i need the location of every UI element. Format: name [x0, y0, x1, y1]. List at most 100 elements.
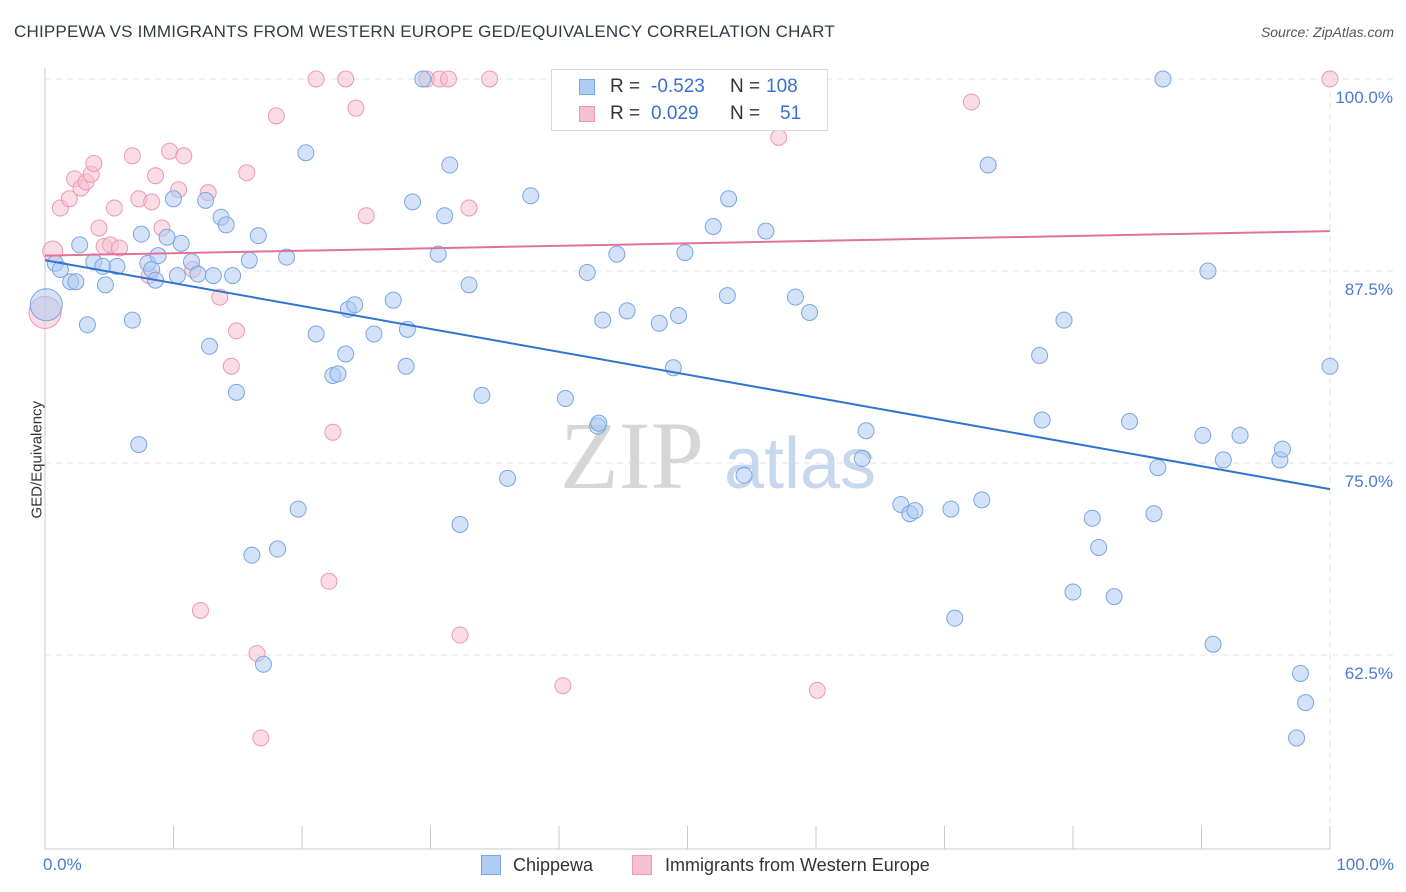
chippewa-point [365, 325, 383, 343]
legend: Chippewa Immigrants from Western Europe [0, 852, 1406, 878]
r-label: R = [610, 76, 641, 97]
chippewa-point [973, 491, 991, 509]
chippewa-point [404, 193, 422, 211]
chippewa-point [130, 436, 148, 454]
chippewa-point [676, 244, 694, 262]
y-tick-label: 62.5% [1345, 664, 1393, 683]
immigrants-point [123, 147, 141, 165]
chippewa-point [67, 273, 85, 291]
chippewa-point [307, 325, 325, 343]
axes [44, 68, 1331, 850]
immigrants-point [143, 193, 161, 211]
chippewa-point [650, 314, 668, 332]
chippewa-point [29, 288, 63, 322]
chippewa-point [1064, 583, 1082, 601]
legend-label: Immigrants from Western Europe [665, 855, 930, 875]
chippewa-point [149, 247, 167, 265]
x-tick-label-max: 100.0% [1336, 855, 1394, 874]
immigrants-point [357, 207, 375, 225]
immigrants-point [211, 288, 229, 306]
immigrants-point [554, 677, 572, 695]
chippewa-point [224, 267, 242, 285]
chippewa-point [1031, 346, 1049, 364]
immigrants-point [770, 128, 788, 146]
chippewa-point [499, 469, 517, 487]
immigrants-point [191, 601, 209, 619]
chippewa-point [217, 216, 235, 234]
chippewa-point [720, 190, 738, 208]
immigrants-trend-line [44, 230, 1331, 257]
immigrants-point [222, 357, 240, 375]
chippewa-point [608, 245, 626, 263]
chippewa-point [946, 609, 964, 627]
r-value: 0.029 [651, 103, 699, 124]
y-tick-label: 100.0% [1335, 88, 1393, 107]
chippewa-point [123, 311, 141, 329]
chippewa-point [329, 365, 347, 383]
chippewa-point [1321, 357, 1339, 375]
chippewa-point [735, 466, 753, 484]
data-points [28, 70, 1339, 747]
chippewa-point [1154, 70, 1172, 88]
chippewa-point [942, 500, 960, 518]
gridlines [45, 70, 1393, 849]
immigrants-point [105, 199, 123, 217]
stats-box: R = -0.523 N = 108 R = 0.029 N = 51 [551, 69, 828, 131]
y-tick-label: 87.5% [1345, 280, 1393, 299]
chippewa-point [297, 144, 315, 162]
chippewa-point [801, 303, 819, 321]
chippewa-point [451, 515, 469, 533]
chippewa-point [337, 345, 355, 363]
immigrants-point [175, 147, 193, 165]
chippewa-point [96, 276, 114, 294]
chippewa-point [1194, 426, 1212, 444]
immigrants-point [439, 70, 457, 88]
chippewa-point [906, 502, 924, 520]
chippewa-point [857, 422, 875, 440]
chippewa-point [71, 236, 89, 254]
chippewa-point [397, 357, 415, 375]
chippewa-point [346, 296, 364, 314]
chippewa-point [384, 291, 402, 309]
chippewa-point [590, 414, 608, 432]
chippewa-point [578, 264, 596, 282]
trend-lines [44, 230, 1331, 491]
chippewa-point [1145, 505, 1163, 523]
chippewa-point [189, 265, 207, 283]
watermark-zip: ZIP [560, 402, 704, 509]
chippewa-point [204, 267, 222, 285]
chippewa-point [853, 449, 871, 467]
chippewa-trend-line [44, 259, 1331, 491]
immigrants-point [337, 70, 355, 88]
immigrants-point [252, 729, 270, 747]
chippewa-point [1297, 694, 1315, 712]
chippewa-point [168, 267, 186, 285]
chippewa-point [594, 311, 612, 329]
immigrants-point [227, 322, 245, 340]
chippewa-point [1090, 538, 1108, 556]
immigrants-point [307, 70, 325, 88]
r-value: -0.523 [651, 76, 705, 97]
chippewa-point [1149, 459, 1167, 477]
immigrants-point [347, 99, 365, 117]
chippewa-point [172, 234, 190, 252]
chippewa-point [1199, 262, 1217, 280]
chippewa-point [158, 228, 176, 246]
chippewa-point [460, 276, 478, 294]
chippewa-point [1033, 411, 1051, 429]
stats-row-immigrants: R = 0.029 N = 51 [552, 101, 827, 127]
chippewa-point [1204, 635, 1222, 653]
chippewa-point [278, 248, 296, 266]
immigrants-point [962, 93, 980, 111]
chippewa-point [108, 257, 126, 275]
immigrants-point [451, 626, 469, 644]
immigrants-point [147, 167, 165, 185]
y-tick-labels: 62.5% 75.0% 87.5% 100.0% [1335, 88, 1393, 683]
immigrants-point [111, 239, 129, 257]
chippewa-point [556, 389, 574, 407]
immigrants-point [267, 107, 285, 125]
chippewa-swatch [579, 79, 595, 95]
watermark-atlas: atlas [724, 424, 876, 504]
chippewa-point [269, 540, 287, 558]
